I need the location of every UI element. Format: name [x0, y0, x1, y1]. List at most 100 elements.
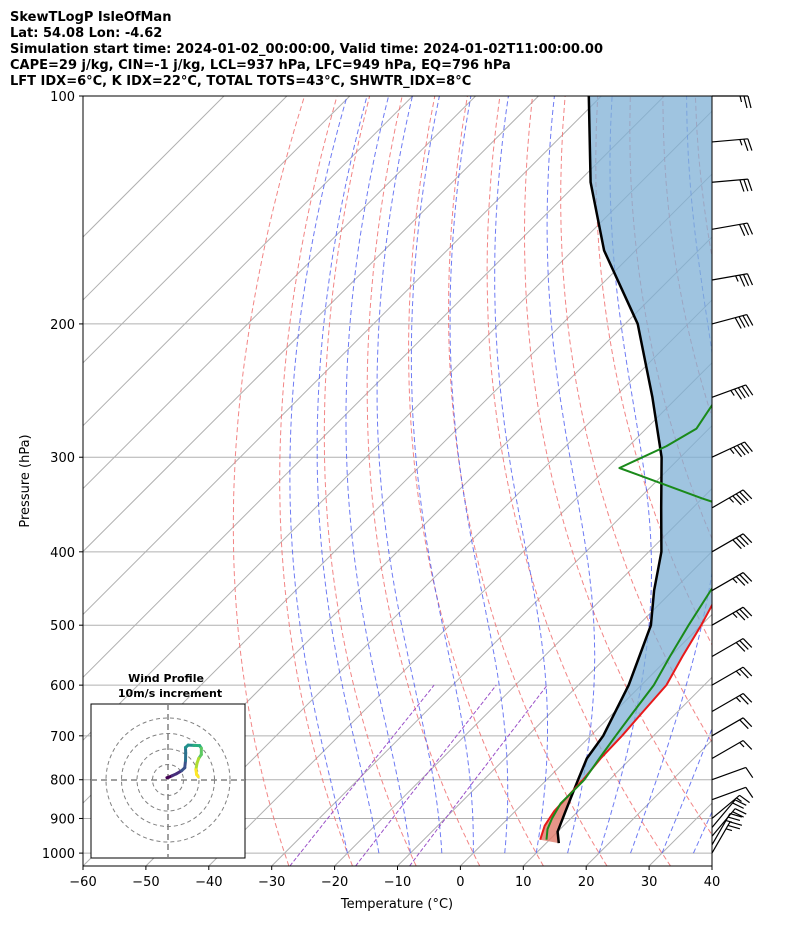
y-tick-label: 1000 — [42, 847, 75, 862]
moist-adiabat — [661, 727, 712, 854]
isotherm — [83, 96, 539, 553]
x-tick-label: 30 — [641, 875, 658, 890]
isotherm — [522, 676, 712, 866]
isotherm — [83, 96, 225, 238]
dry-adiabat — [323, 96, 417, 866]
mixing-ratio-line — [355, 684, 497, 866]
x-tick-label: −20 — [321, 875, 348, 890]
mixing-ratio-line — [409, 684, 548, 866]
moist-adiabat — [494, 96, 548, 854]
x-tick-label: −40 — [195, 875, 222, 890]
dry-adiabat — [728, 96, 794, 866]
dry-adiabat — [761, 96, 794, 866]
dry-adiabat — [232, 96, 305, 866]
wind-barb — [711, 384, 754, 400]
hodograph-subtitle: 10m/s increment — [118, 687, 222, 700]
index-params: LFT IDX=6°C, K IDX=22°C, TOTAL TOTS=43°C… — [10, 74, 472, 89]
x-tick-label: −10 — [384, 875, 411, 890]
wind-barb — [711, 314, 754, 329]
moist-adiabat — [449, 96, 509, 854]
wind-barb — [711, 794, 750, 819]
x-tick-label: 10 — [515, 875, 532, 890]
wind-barb — [711, 572, 753, 592]
wind-barb — [711, 222, 754, 236]
isotherm — [83, 96, 288, 301]
y-tick-label: 900 — [50, 812, 75, 827]
moist-adiabat — [376, 96, 443, 854]
x-tick-label: −30 — [258, 875, 285, 890]
dry-adiabat — [408, 96, 544, 866]
wind-barb — [711, 692, 753, 712]
y-tick-label: 400 — [50, 546, 75, 561]
moist-adiabat — [630, 96, 712, 854]
chart-title: SkewTLogP IsleOfMan — [10, 10, 172, 25]
x-tick-label: −60 — [69, 875, 96, 890]
x-tick-label: 20 — [578, 875, 595, 890]
wind-barb — [711, 606, 753, 626]
y-tick-label: 500 — [50, 619, 75, 634]
dry-adiabat — [486, 96, 672, 866]
isotherm — [334, 487, 712, 866]
isotherm — [271, 424, 712, 866]
wind-barb — [711, 138, 753, 152]
moist-adiabat — [725, 96, 794, 853]
wind-barb — [711, 786, 754, 801]
x-tick-label: −50 — [132, 875, 159, 890]
isotherm — [83, 96, 476, 490]
wind-barb — [711, 739, 753, 760]
y-tick-label: 600 — [50, 679, 75, 694]
y-tick-label: 700 — [50, 730, 75, 745]
wind-barb — [711, 821, 743, 854]
isotherm — [460, 613, 712, 866]
y-tick-label: 200 — [50, 318, 75, 333]
x-tick-label: 40 — [704, 875, 721, 890]
time-info: Simulation start time: 2024-01-02_00:00:… — [10, 42, 603, 57]
moist-adiabat — [410, 96, 474, 854]
hodograph-segment — [195, 773, 200, 779]
y-tick-label: 100 — [50, 90, 75, 105]
moist-adiabat — [546, 96, 596, 854]
x-tick-label: 0 — [456, 875, 464, 890]
x-axis-label: Temperature (°C) — [340, 897, 453, 912]
hodograph-title: Wind Profile — [128, 672, 204, 685]
wind-barb — [711, 666, 753, 686]
isotherm — [145, 299, 712, 866]
dry-adiabat — [448, 96, 608, 866]
wind-barb — [711, 489, 753, 509]
dry-adiabat — [366, 96, 481, 866]
wind-barb — [711, 178, 753, 192]
stability-params: CAPE=29 j/kg, CIN=-1 j/kg, LCL=937 hPa, … — [10, 58, 511, 73]
moist-adiabat — [316, 96, 380, 854]
dry-adiabat — [595, 96, 712, 646]
wind-barb — [711, 717, 753, 737]
isotherm — [83, 96, 602, 616]
y-tick-label: 800 — [50, 774, 75, 789]
isotherm — [83, 96, 414, 427]
wind-barb — [711, 441, 753, 458]
dewpoint-line — [545, 403, 712, 840]
location-info: Lat: 54.08 Lon: -4.62 — [10, 26, 163, 41]
wind-barb — [712, 95, 752, 109]
wind-barb — [711, 799, 747, 828]
cape-area — [578, 96, 712, 780]
moist-adiabat — [345, 96, 411, 854]
isotherm — [711, 865, 712, 866]
hodograph-ring — [136, 748, 200, 812]
wind-barb — [711, 808, 747, 837]
hodograph-ring — [105, 717, 231, 843]
wind-barb — [711, 766, 754, 781]
isotherm — [83, 96, 351, 364]
dry-adiabat — [523, 96, 712, 836]
y-tick-label: 300 — [50, 451, 75, 466]
cin-area — [540, 779, 584, 844]
mixing-ratio-line — [289, 684, 435, 866]
wind-barb — [711, 533, 753, 553]
wind-barb — [711, 638, 753, 658]
moist-adiabat — [289, 96, 348, 854]
isotherm — [208, 362, 712, 866]
temperature-line — [539, 603, 712, 841]
y-axis-label: Pressure (hPa) — [18, 434, 33, 527]
wind-barb — [711, 273, 754, 287]
isotherm — [397, 550, 712, 866]
